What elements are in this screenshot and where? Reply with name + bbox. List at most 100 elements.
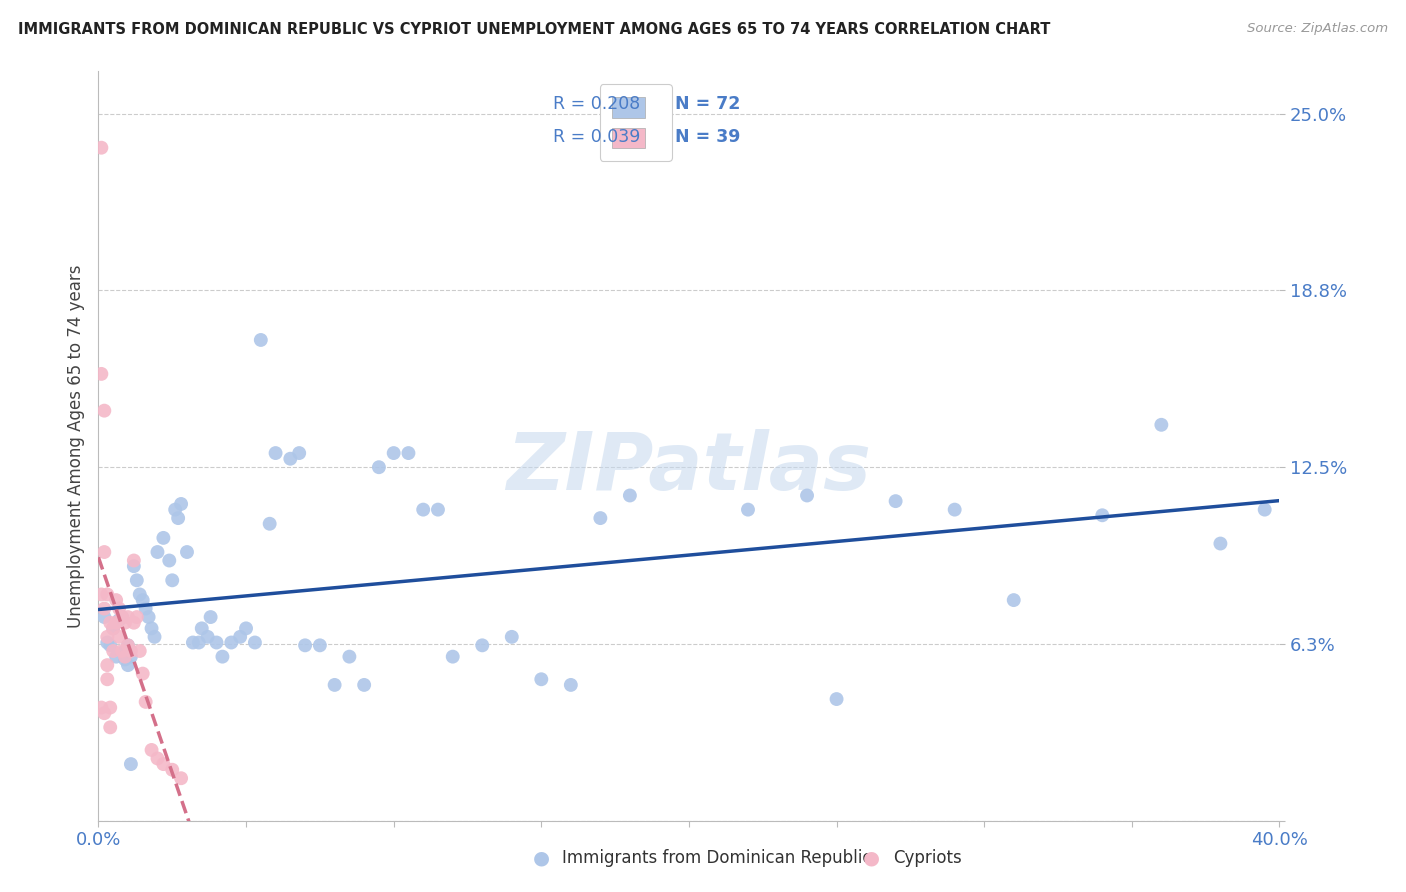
Point	[143, 630, 166, 644]
Point	[398, 446, 420, 460]
Point	[1091, 508, 1114, 523]
Point	[128, 587, 150, 601]
Point	[96, 658, 118, 673]
Point	[96, 630, 118, 644]
Point	[146, 751, 169, 765]
Point	[105, 649, 128, 664]
Point	[170, 771, 193, 785]
Point	[122, 559, 145, 574]
Point	[264, 446, 287, 460]
Point	[412, 502, 434, 516]
Text: Immigrants from Dominican Republic: Immigrants from Dominican Republic	[562, 849, 872, 867]
Point	[90, 367, 112, 381]
Point	[181, 635, 204, 649]
Point	[96, 673, 118, 687]
Point	[98, 638, 121, 652]
Point	[90, 587, 112, 601]
Point	[122, 615, 145, 630]
Point	[108, 601, 131, 615]
Point	[98, 720, 121, 734]
Point	[943, 502, 966, 516]
Point	[125, 610, 148, 624]
Point	[471, 638, 494, 652]
Point	[280, 451, 302, 466]
Point	[200, 610, 222, 624]
Point	[737, 502, 759, 516]
Point	[162, 574, 183, 588]
Text: ZIPatlas: ZIPatlas	[506, 429, 872, 508]
Point	[427, 502, 450, 516]
Point	[191, 621, 214, 635]
Point	[259, 516, 281, 531]
Point	[884, 494, 907, 508]
Point	[589, 511, 612, 525]
Point	[152, 531, 174, 545]
Point	[1254, 502, 1277, 516]
Point	[93, 706, 115, 721]
Point	[353, 678, 375, 692]
Legend: , : ,	[600, 84, 672, 161]
Point	[96, 635, 118, 649]
Point	[250, 333, 273, 347]
Point	[235, 621, 257, 635]
Point	[368, 460, 391, 475]
Point	[120, 649, 142, 664]
Point	[114, 644, 136, 658]
Point	[120, 757, 142, 772]
Point	[229, 630, 252, 644]
Point	[132, 593, 155, 607]
Point	[176, 545, 198, 559]
Point	[122, 553, 145, 567]
Text: Source: ZipAtlas.com: Source: ZipAtlas.com	[1247, 22, 1388, 36]
Point	[165, 502, 187, 516]
Point	[170, 497, 193, 511]
Point	[141, 743, 163, 757]
Point	[114, 615, 136, 630]
Point	[125, 574, 148, 588]
Point	[1209, 536, 1232, 550]
Point	[93, 610, 115, 624]
Point	[90, 700, 112, 714]
Point	[243, 635, 266, 649]
Point	[560, 678, 582, 692]
Point	[135, 695, 157, 709]
Point	[93, 403, 115, 417]
Point	[108, 630, 131, 644]
Point	[111, 644, 134, 658]
Point	[1002, 593, 1025, 607]
Point	[132, 666, 155, 681]
Text: R = 0.208: R = 0.208	[553, 95, 640, 113]
Text: N = 39: N = 39	[675, 128, 740, 145]
Point	[111, 610, 134, 624]
Point	[108, 613, 131, 627]
Point	[98, 700, 121, 714]
Point	[441, 649, 464, 664]
Point	[114, 652, 136, 666]
Point	[152, 757, 174, 772]
Point	[501, 630, 523, 644]
Point	[138, 610, 160, 624]
Point	[157, 553, 180, 567]
Point	[309, 638, 332, 652]
Point	[93, 545, 115, 559]
Point	[117, 610, 139, 624]
Point	[187, 635, 209, 649]
Text: IMMIGRANTS FROM DOMINICAN REPUBLIC VS CYPRIOT UNEMPLOYMENT AMONG AGES 65 TO 74 Y: IMMIGRANTS FROM DOMINICAN REPUBLIC VS CY…	[18, 22, 1050, 37]
Point	[221, 635, 243, 649]
Y-axis label: Unemployment Among Ages 65 to 74 years: Unemployment Among Ages 65 to 74 years	[66, 264, 84, 628]
Text: ●: ●	[533, 848, 550, 868]
Point	[105, 615, 128, 630]
Point	[128, 644, 150, 658]
Point	[111, 610, 134, 624]
Point	[382, 446, 405, 460]
Point	[146, 545, 169, 559]
Point	[114, 649, 136, 664]
Point	[530, 673, 553, 687]
Point	[141, 621, 163, 635]
Point	[117, 638, 139, 652]
Point	[294, 638, 316, 652]
Text: ●: ●	[863, 848, 880, 868]
Text: Cypriots: Cypriots	[893, 849, 962, 867]
Point	[90, 141, 112, 155]
Point	[103, 621, 125, 635]
